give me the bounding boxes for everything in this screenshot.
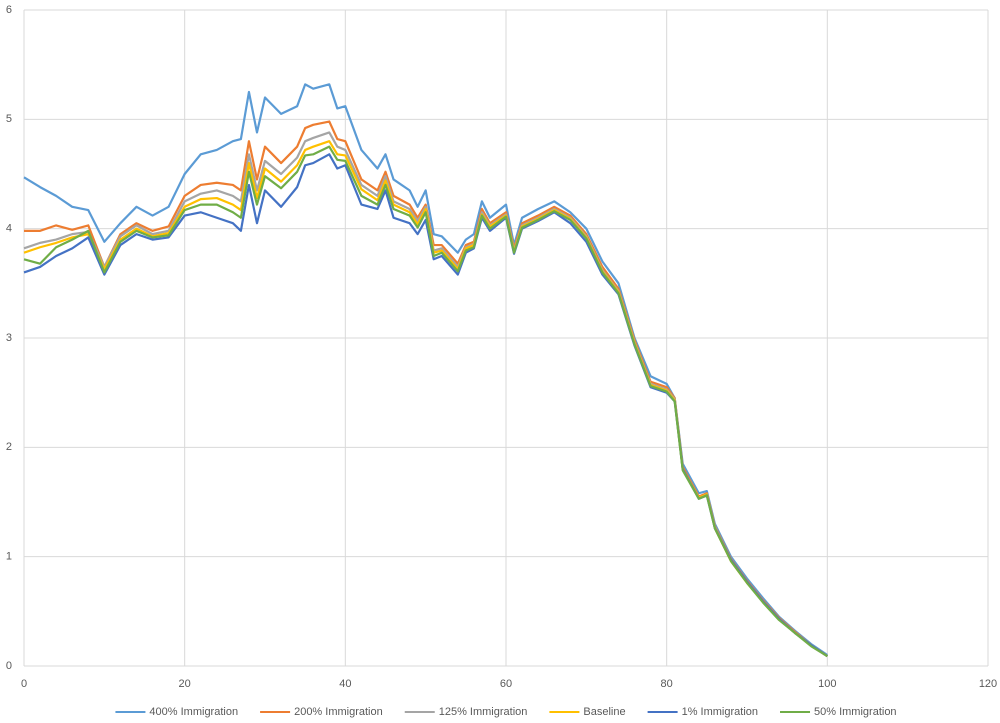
series-line [24, 120, 828, 658]
y-tick-label: 6 [6, 4, 12, 16]
y-tick-label: 0 [6, 660, 12, 672]
x-tick-label: 100 [818, 678, 836, 690]
y-tick-label: 5 [6, 113, 12, 125]
legend-label: 400% Immigration [149, 706, 238, 718]
legend-label: 1% Immigration [682, 706, 758, 718]
legend-label: 125% Immigration [439, 706, 528, 718]
y-tick-label: 3 [6, 332, 12, 344]
x-tick-label: 0 [21, 678, 27, 690]
series-line [23, 140, 828, 658]
x-tick-label: 80 [661, 678, 673, 690]
x-tick-label: 40 [339, 678, 351, 690]
series-line [23, 145, 828, 658]
y-tick-label: 2 [6, 441, 12, 453]
y-tick-label: 1 [6, 551, 12, 563]
y-tick-label: 4 [6, 223, 12, 235]
x-tick-label: 20 [179, 678, 191, 690]
legend-label: 50% Immigration [814, 706, 897, 718]
legend-label: 200% Immigration [294, 706, 383, 718]
x-tick-label: 60 [500, 678, 512, 690]
x-tick-label: 120 [979, 678, 997, 690]
series-line [23, 83, 828, 656]
legend-label: Baseline [583, 706, 625, 718]
